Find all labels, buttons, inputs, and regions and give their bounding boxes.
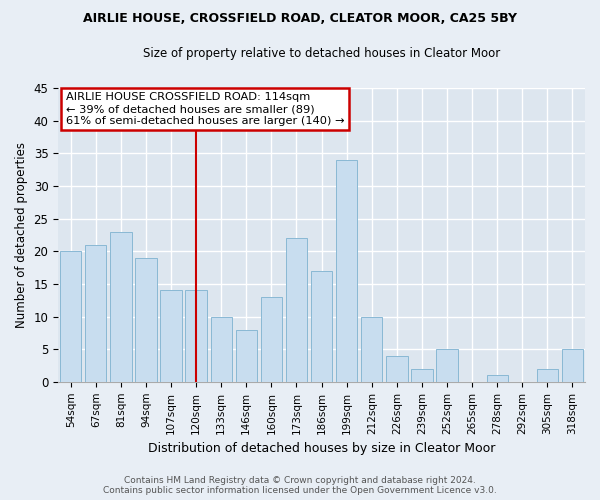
Bar [436, 349, 458, 382]
Text: AIRLIE HOUSE CROSSFIELD ROAD: 114sqm
← 39% of detached houses are smaller (89)
6: AIRLIE HOUSE CROSSFIELD ROAD: 114sqm ← 3… [66, 92, 344, 126]
Text: Contains HM Land Registry data © Crown copyright and database right 2024.
Contai: Contains HM Land Registry data © Crown c… [103, 476, 497, 495]
X-axis label: Distribution of detached houses by size in Cleator Moor: Distribution of detached houses by size … [148, 442, 495, 455]
Bar [336, 160, 358, 382]
Bar [110, 232, 131, 382]
Bar [286, 238, 307, 382]
Bar [311, 271, 332, 382]
Bar [411, 369, 433, 382]
Bar [537, 369, 558, 382]
Y-axis label: Number of detached properties: Number of detached properties [15, 142, 28, 328]
Bar [185, 290, 207, 382]
Bar [60, 252, 82, 382]
Text: AIRLIE HOUSE, CROSSFIELD ROAD, CLEATOR MOOR, CA25 5BY: AIRLIE HOUSE, CROSSFIELD ROAD, CLEATOR M… [83, 12, 517, 26]
Bar [135, 258, 157, 382]
Bar [361, 316, 382, 382]
Bar [85, 244, 106, 382]
Bar [487, 376, 508, 382]
Bar [261, 297, 282, 382]
Bar [160, 290, 182, 382]
Bar [236, 330, 257, 382]
Bar [386, 356, 407, 382]
Bar [562, 349, 583, 382]
Title: Size of property relative to detached houses in Cleator Moor: Size of property relative to detached ho… [143, 48, 500, 60]
Bar [211, 316, 232, 382]
